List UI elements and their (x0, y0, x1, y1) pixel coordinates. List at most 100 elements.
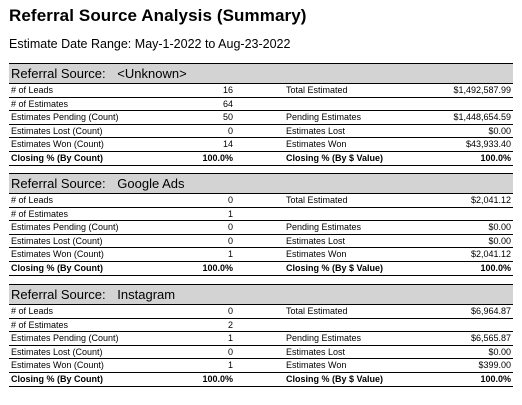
table-row: Estimates Pending (Count) 1 Pending Esti… (9, 332, 513, 346)
row-count: 1 (227, 360, 233, 371)
row-money-value: $6,964.87 (470, 306, 511, 316)
row-count: 1 (227, 208, 233, 219)
referral-source-label: Referral Source: (11, 287, 106, 302)
table-row: Estimates Lost (Count) 0 Estimates Lost … (9, 125, 513, 139)
row-label: Estimates Lost (Count) (11, 235, 103, 246)
row-label: Closing % (By Count) (11, 152, 103, 163)
row-label: Closing % (By Count) (11, 262, 103, 273)
row-count: 0 (227, 125, 233, 136)
row-money-value: $43,933.40 (465, 139, 511, 150)
row-money-label: Estimates Won (286, 360, 347, 371)
table-row: Estimates Won (Count) 14 Estimates Won $… (9, 138, 513, 152)
row-money-label: Estimates Won (286, 249, 347, 260)
table-row: Estimates Lost (Count) 0 Estimates Lost … (9, 346, 513, 360)
row-money-label: Estimates Lost (286, 125, 346, 136)
row-count: 1 (227, 249, 233, 260)
table-row: Estimates Pending (Count) 0 Pending Esti… (9, 221, 513, 235)
row-label: # of Leads (11, 85, 54, 95)
referral-source-name: Google Ads (117, 176, 185, 191)
row-money-label: Closing % (By $ Value) (286, 152, 384, 163)
row-money-label: Closing % (By $ Value) (286, 262, 384, 273)
row-count: 0 (227, 195, 233, 205)
closing-row: Closing % (By Count) 100.0% Closing % (B… (9, 152, 513, 166)
referral-source-name: Instagram (117, 287, 176, 302)
date-range-value: May-1-2022 to Aug-23-2022 (134, 37, 291, 51)
row-count: 0 (227, 222, 233, 233)
row-money-value: $0.00 (488, 222, 511, 233)
row-money-value: 100.0% (480, 373, 511, 384)
row-money-label: Total Estimated (286, 306, 348, 316)
table-row: # of Leads 16 Total Estimated $1,492,587… (9, 84, 513, 98)
referral-source-name: <Unknown> (117, 66, 187, 81)
row-count: 100.0% (202, 373, 233, 384)
section-header: Referral Source: Instagram (9, 284, 513, 305)
row-count: 0 (227, 235, 233, 246)
table-row: # of Leads 0 Total Estimated $6,964.87 (9, 305, 513, 319)
section-header: Referral Source: Google Ads (9, 173, 513, 194)
row-money-label: Estimates Lost (286, 235, 346, 246)
row-money-value: $1,492,587.99 (453, 85, 511, 95)
closing-row: Closing % (By Count) 100.0% Closing % (B… (9, 262, 513, 276)
section-header: Referral Source: <Unknown> (9, 63, 513, 84)
row-money-value: $0.00 (488, 125, 511, 136)
row-count: 0 (227, 346, 233, 357)
row-money-value: 100.0% (480, 262, 511, 273)
row-money-label: Total Estimated (286, 195, 348, 205)
referral-section-google-ads: Referral Source: Google Ads # of Leads 0… (9, 173, 513, 276)
row-money-value: $1,448,654.59 (453, 112, 511, 123)
row-label: Estimates Pending (Count) (11, 112, 119, 123)
referral-section-instagram: Referral Source: Instagram # of Leads 0 … (9, 284, 513, 387)
row-count: 100.0% (202, 262, 233, 273)
row-money-value: $6,565.87 (470, 333, 511, 344)
table-row: # of Leads 0 Total Estimated $2,041.12 (9, 194, 513, 208)
table-row: # of Estimates 2 (9, 319, 513, 333)
row-label: # of Estimates (11, 98, 69, 109)
table-row: # of Estimates 64 (9, 98, 513, 112)
row-count: 1 (227, 333, 233, 344)
row-label: Estimates Won (Count) (11, 249, 104, 260)
row-money-value: $0.00 (488, 346, 511, 357)
row-money-value: $2,041.12 (470, 249, 511, 260)
table-row: Estimates Pending (Count) 50 Pending Est… (9, 111, 513, 125)
row-label: Estimates Lost (Count) (11, 125, 103, 136)
table-row: Estimates Won (Count) 1 Estimates Won $2… (9, 248, 513, 262)
row-label: Estimates Pending (Count) (11, 333, 119, 344)
row-count: 100.0% (202, 152, 233, 163)
row-money-value: 100.0% (480, 152, 511, 163)
row-label: Estimates Won (Count) (11, 360, 104, 371)
row-label: # of Leads (11, 195, 54, 205)
row-count: 14 (222, 139, 233, 150)
row-count: 50 (222, 112, 233, 123)
row-money-label: Closing % (By $ Value) (286, 373, 384, 384)
row-count: 64 (222, 98, 233, 109)
table-row: Estimates Won (Count) 1 Estimates Won $3… (9, 359, 513, 373)
referral-source-label: Referral Source: (11, 176, 106, 191)
row-money-value: $0.00 (488, 235, 511, 246)
row-money-label: Pending Estimates (286, 333, 362, 344)
row-label: # of Leads (11, 306, 54, 316)
row-money-label: Pending Estimates (286, 222, 362, 233)
date-range: Estimate Date Range: May-1-2022 to Aug-2… (9, 37, 290, 51)
table-row: # of Estimates 1 (9, 208, 513, 222)
row-money-label: Estimates Lost (286, 346, 346, 357)
row-money-value: $2,041.12 (470, 195, 511, 205)
row-count: 2 (227, 319, 233, 330)
closing-row: Closing % (By Count) 100.0% Closing % (B… (9, 373, 513, 387)
row-label: Estimates Lost (Count) (11, 346, 103, 357)
table-row: Estimates Lost (Count) 0 Estimates Lost … (9, 235, 513, 249)
row-money-label: Total Estimated (286, 85, 348, 95)
row-money-label: Pending Estimates (286, 112, 362, 123)
row-label: # of Estimates (11, 208, 69, 219)
referral-source-label: Referral Source: (11, 66, 106, 81)
row-label: Closing % (By Count) (11, 373, 103, 384)
row-label: Estimates Pending (Count) (11, 222, 119, 233)
row-label: Estimates Won (Count) (11, 139, 104, 150)
row-label: # of Estimates (11, 319, 69, 330)
row-money-label: Estimates Won (286, 139, 347, 150)
report-title: Referral Source Analysis (Summary) (9, 6, 307, 25)
referral-section-unknown: Referral Source: <Unknown> # of Leads 16… (9, 63, 513, 166)
row-count: 16 (222, 85, 233, 95)
row-money-value: $399.00 (478, 360, 511, 371)
date-range-label: Estimate Date Range: (9, 37, 132, 51)
